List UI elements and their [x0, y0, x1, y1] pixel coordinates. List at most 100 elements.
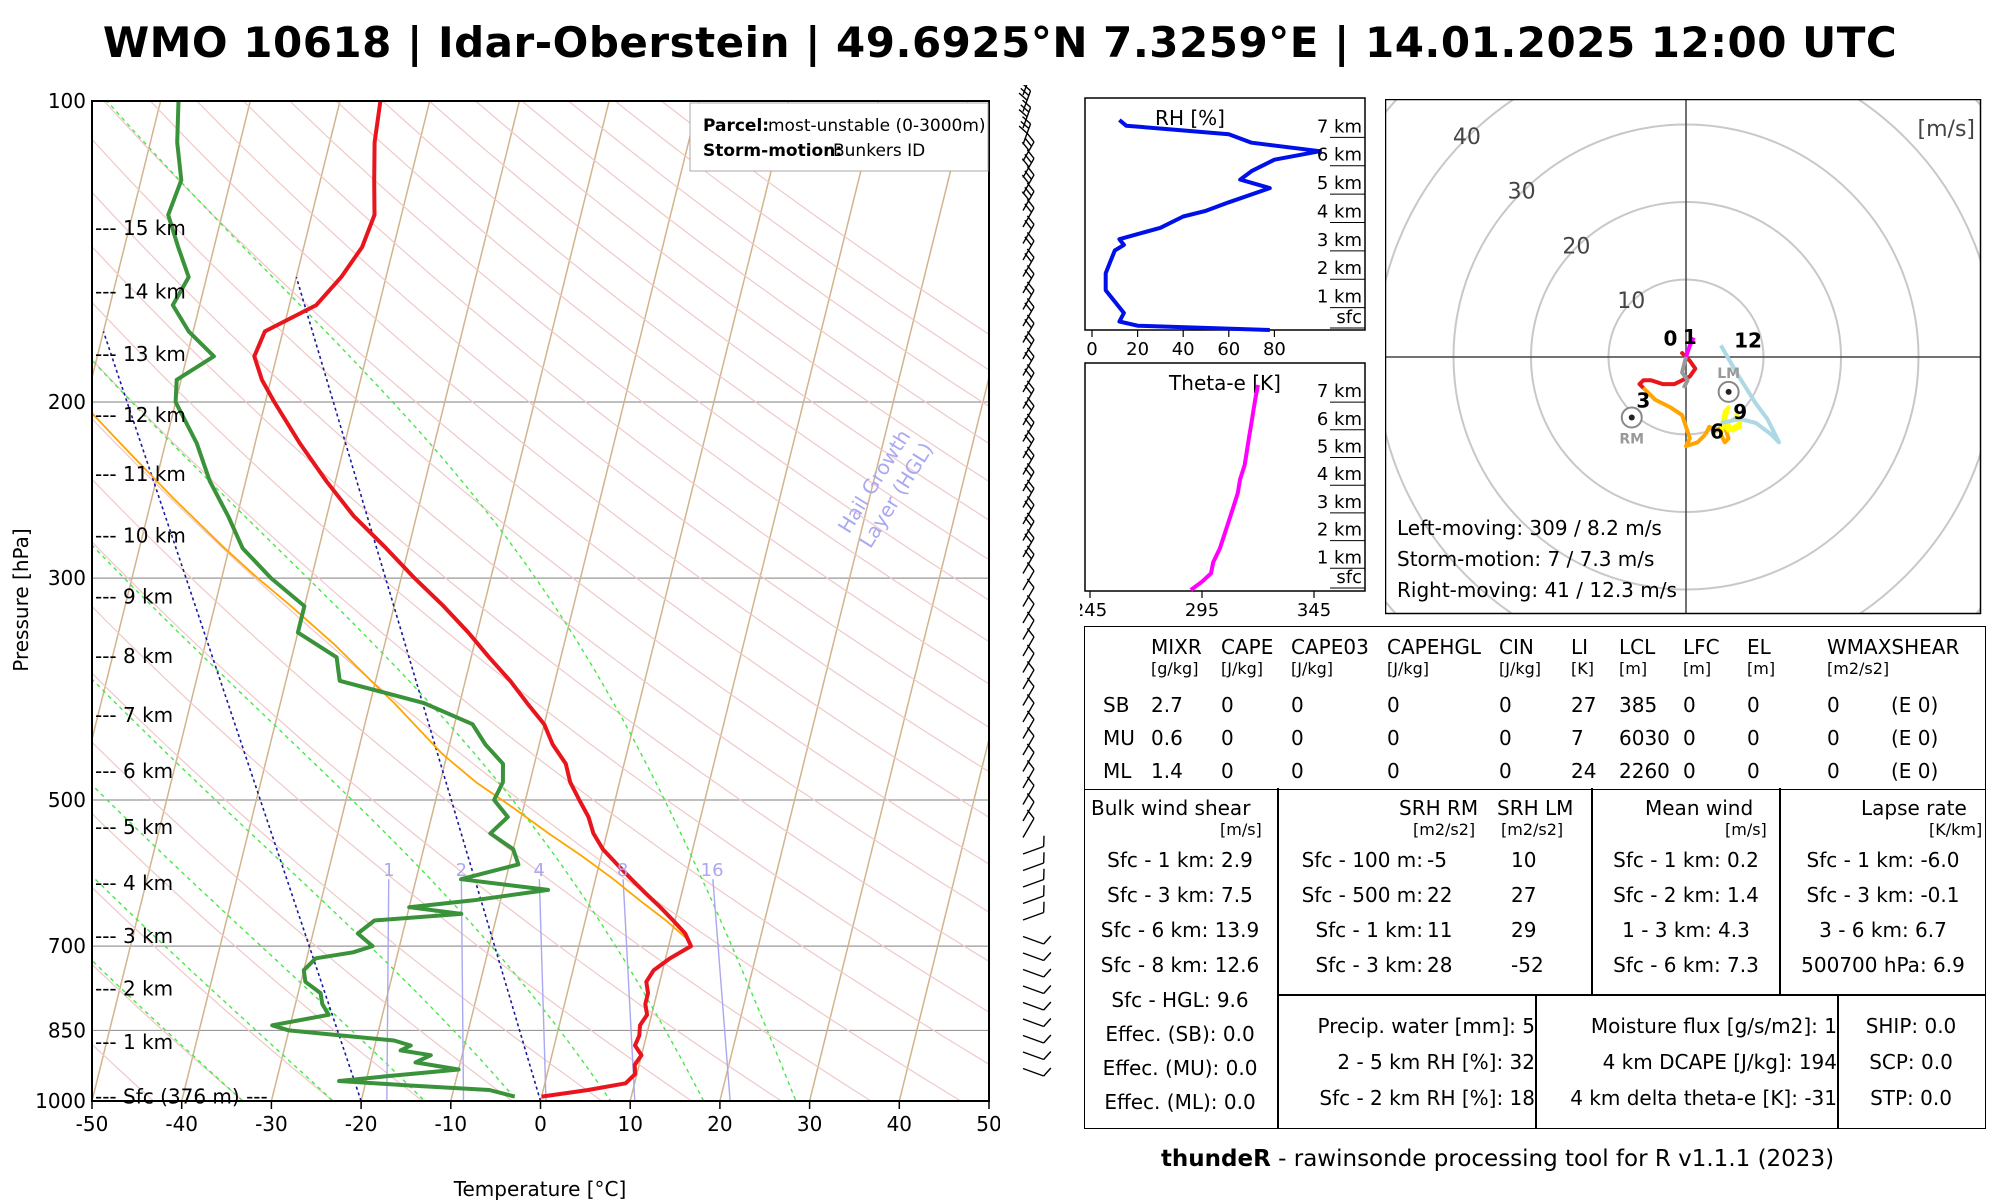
dry-adiabat — [92, 886, 334, 1101]
dry-adiabat — [475, 101, 989, 483]
wind-barb — [1022, 727, 1035, 756]
flux-row: 4 km delta theta-e [K]: -31 — [1570, 1086, 1837, 1110]
rh-x-tick-label: 80 — [1263, 339, 1286, 360]
theta-e-x-tick-label: 245 — [1080, 600, 1107, 621]
mixing-ratio-label: 16 — [701, 860, 724, 881]
hodograph-chart: 10 20 30 40 0 1 3 69 12 LM RM [m/s] Left-moving: 3… — [1385, 99, 1982, 615]
wind-barb — [1022, 413, 1035, 442]
parcel-col-unit: [g/kg] — [1151, 659, 1199, 678]
hgl-line-0c — [295, 276, 542, 1101]
footer: thundeR - rawinsonde processing tool for… — [1085, 1146, 1910, 1172]
mean-wind-row: Sfc - 6 km: 7.3 — [1613, 953, 1759, 977]
height-label: --- 14 km — [95, 279, 186, 303]
parcel-cell: 0 — [1291, 726, 1304, 750]
isotherm-line — [719, 101, 969, 1101]
wind-barb — [1022, 496, 1035, 525]
parcel-cell: 0 — [1827, 693, 1840, 717]
height-tick-label: 3 km — [1317, 230, 1362, 251]
composite-row: SHIP: 0.0 — [1865, 1014, 1957, 1038]
srh-lm-unit: [m2/s2] — [1501, 820, 1564, 839]
srh-row-label: Sfc - 100 m: — [1301, 848, 1423, 872]
parcel-cell: 0 — [1827, 759, 1840, 783]
srh-rm-value: -5 — [1427, 848, 1447, 872]
parcel-col-unit: [J/kg] — [1221, 659, 1264, 678]
parcel-cell: 2260 — [1619, 759, 1670, 783]
lapse-rate-title: Lapse rate — [1861, 796, 1967, 820]
mean-wind-row: 1 - 3 km: 4.3 — [1622, 918, 1750, 942]
x-tick-label: 50 — [976, 1112, 1000, 1136]
dry-adiabat — [661, 101, 989, 336]
dry-adiabat — [521, 101, 989, 445]
parcel-cell: 0 — [1827, 726, 1840, 750]
dry-adiabat — [92, 1043, 155, 1101]
rh-x-tick-label: 40 — [1172, 339, 1195, 360]
parcel-cell: 0 — [1291, 759, 1304, 783]
moisture-row: 2 - 5 km RH [%]: 32 — [1337, 1050, 1535, 1074]
wind-barb — [1022, 776, 1035, 805]
bulk-shear-row: Sfc - 6 km: 13.9 — [1100, 918, 1260, 942]
wind-barb — [1022, 1051, 1052, 1061]
height-label: --- 2 km — [95, 977, 173, 1001]
parcel-cell: (E 0) — [1891, 759, 1939, 783]
mixing-ratio-label: 1 — [383, 860, 394, 881]
wind-barb — [1022, 265, 1035, 294]
wind-barb — [1022, 463, 1035, 492]
hodograph-segment — [1637, 351, 1698, 390]
left-moving-info: Left-moving: 309 / 8.2 m/s — [1397, 516, 1662, 540]
srh-row-label: Sfc - 3 km: — [1315, 953, 1423, 977]
height-tick-label: 4 km — [1317, 464, 1362, 485]
wind-barb — [1022, 793, 1035, 822]
parcel-cell: 0 — [1387, 759, 1400, 783]
parcel-col-unit: [J/kg] — [1291, 659, 1334, 678]
parcel-cell: 0 — [1499, 759, 1512, 783]
hgl-label: Hail Growth Layer (HGL) — [833, 425, 938, 552]
wind-barb — [1022, 694, 1035, 723]
bulk-shear-row: Sfc - 8 km: 12.6 — [1100, 953, 1260, 977]
dry-adiabat — [92, 541, 783, 1101]
parcel-cell: 2.7 — [1151, 693, 1183, 717]
mean-wind-row: Sfc - 1 km: 0.2 — [1613, 848, 1759, 872]
dry-adiabat — [92, 963, 245, 1101]
dry-adiabat — [92, 191, 989, 913]
height-tick-label: 6 km — [1317, 409, 1362, 430]
parcel-col-header: EL — [1747, 635, 1771, 659]
ring-label: 30 — [1508, 180, 1536, 205]
mixing-ratio-line — [712, 879, 731, 1101]
wind-barb — [1022, 611, 1035, 640]
dry-adiabat — [335, 101, 989, 601]
theta-e-title: Theta-e [K] — [1168, 371, 1281, 395]
footer-text: - rawinsonde processing tool for R v1.1.… — [1270, 1146, 1835, 1172]
wind-barb — [1022, 347, 1035, 376]
dry-adiabat — [92, 417, 962, 1101]
moist-adiabat — [106, 101, 797, 1101]
wind-barb — [1022, 331, 1035, 360]
height-label: --- 8 km — [95, 644, 173, 668]
mean-wind-unit: [m/s] — [1725, 820, 1767, 839]
isotherm-line — [270, 101, 521, 1101]
y-tick-label: 500 — [48, 788, 86, 812]
rh-curve — [1103, 118, 1322, 332]
wind-barb — [1022, 446, 1035, 475]
y-axis-label: Pressure [hPa] — [9, 528, 33, 671]
wind-barb — [1022, 512, 1035, 541]
lapse-rate-row: Sfc - 1 km: -6.0 — [1806, 848, 1960, 872]
srh-rm-title: SRH RM — [1399, 796, 1479, 820]
height-label: --- 9 km — [95, 585, 173, 609]
parcel-col-header: CAPE — [1221, 635, 1274, 659]
height-label: --- 6 km — [95, 759, 173, 783]
bulk-shear-row: Sfc - 3 km: 7.5 — [1107, 883, 1253, 907]
height-label: --- Sfc (376 m) --- — [95, 1085, 268, 1109]
parcel-cell: 27 — [1571, 693, 1597, 717]
height-tick-label: 5 km — [1317, 436, 1362, 457]
lapse-rate-row: 500700 hPa: 6.9 — [1801, 953, 1965, 977]
height-tick-label: 1 km — [1317, 547, 1362, 568]
page-title: WMO 10618 | Idar-Oberstein | 49.6925°N 7… — [102, 18, 1898, 67]
y-tick-label: 200 — [48, 390, 86, 414]
bulk-shear-row: Effec. (SB): 0.0 — [1105, 1022, 1255, 1046]
parcel-cell: 0 — [1747, 759, 1760, 783]
srh-row-label: Sfc - 1 km: — [1315, 918, 1423, 942]
height-label: --- 7 km — [95, 703, 173, 727]
wind-barb — [1022, 199, 1035, 228]
parcel-cell: (E 0) — [1891, 726, 1939, 750]
